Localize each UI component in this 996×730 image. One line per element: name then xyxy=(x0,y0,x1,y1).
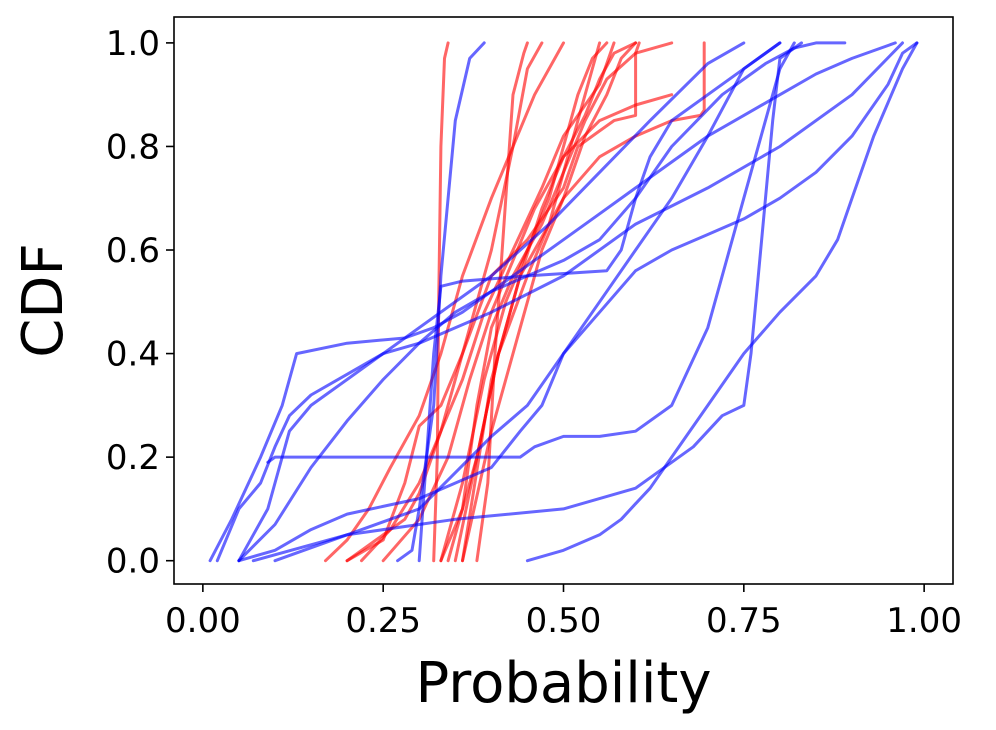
cdf-series-line-15 xyxy=(208,41,847,563)
y-tick-label: 0.4 xyxy=(106,335,160,375)
x-axis-label: Probability xyxy=(415,651,711,716)
x-tick-label: 0.75 xyxy=(706,601,782,641)
cdf-series-line-13 xyxy=(461,41,706,563)
y-tick-label: 0.0 xyxy=(106,542,160,582)
cdf-series-line-1 xyxy=(432,41,450,563)
x-tick-label: 1.00 xyxy=(886,601,962,641)
x-tick-label: 0.25 xyxy=(345,601,421,641)
cdf-series-line-11 xyxy=(381,93,674,563)
cdf-series-line-12 xyxy=(345,41,641,563)
cdf-series-line-9 xyxy=(324,41,565,563)
cdf-series-line-23 xyxy=(525,41,919,563)
y-tick-label: 0.6 xyxy=(106,231,160,271)
plot-lines xyxy=(208,41,919,563)
y-tick-label: 0.8 xyxy=(106,127,160,167)
cdf-series-line-20 xyxy=(237,41,782,563)
cdf-series-line-21 xyxy=(266,41,796,464)
cdf-series-line-22 xyxy=(417,41,782,563)
cdf-series-line-19 xyxy=(273,41,919,563)
x-axis-ticks: 0.00 0.25 0.50 0.75 1.00 xyxy=(165,584,962,641)
cdf-series-line-17 xyxy=(237,41,897,563)
cdf-series-line-2 xyxy=(475,41,529,563)
y-axis-ticks: 0.0 0.2 0.4 0.6 0.8 1.0 xyxy=(106,24,174,582)
cdf-series-line-24 xyxy=(251,41,803,563)
cdf-series-line-14 xyxy=(396,41,486,563)
cdf-series-line-18 xyxy=(237,41,904,563)
y-tick-label: 0.2 xyxy=(106,438,160,478)
cdf-series-line-10 xyxy=(360,41,616,563)
x-tick-label: 0.50 xyxy=(526,601,602,641)
x-tick-label: 0.00 xyxy=(165,601,241,641)
y-axis-label: CDF xyxy=(11,243,76,357)
y-tick-label: 1.0 xyxy=(106,24,160,64)
